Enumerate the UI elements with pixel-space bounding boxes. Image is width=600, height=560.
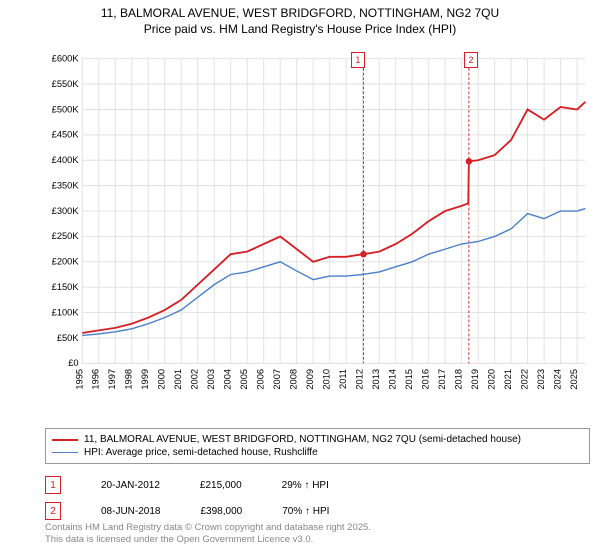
marker-date-2: 08-JUN-2018 bbox=[101, 506, 160, 517]
footer-line2: This data is licensed under the Open Gov… bbox=[45, 534, 313, 545]
marker-table: 1 20-JAN-2012 £215,000 29% ↑ HPI 2 08-JU… bbox=[45, 472, 590, 524]
svg-text:1995: 1995 bbox=[74, 369, 84, 390]
svg-text:£200K: £200K bbox=[52, 257, 80, 267]
svg-text:2011: 2011 bbox=[338, 369, 348, 389]
chart-svg: £0 £50K £100K £150K £200K £250K £300K £350K £400… bbox=[45, 46, 590, 418]
svg-text:£250K: £250K bbox=[52, 231, 80, 241]
svg-text:£450K: £450K bbox=[52, 130, 80, 140]
svg-text:1998: 1998 bbox=[124, 369, 134, 390]
footer-line1: Contains HM Land Registry data © Crown c… bbox=[45, 522, 371, 533]
svg-text:£350K: £350K bbox=[52, 180, 80, 190]
chart-marker-badge-1: 1 bbox=[351, 52, 365, 68]
svg-text:2018: 2018 bbox=[454, 369, 464, 390]
marker-date-1: 20-JAN-2012 bbox=[101, 480, 160, 491]
marker-delta-2: 70% ↑ HPI bbox=[282, 506, 329, 517]
legend-swatch-property bbox=[52, 439, 78, 441]
svg-text:2006: 2006 bbox=[256, 369, 266, 390]
svg-text:£100K: £100K bbox=[52, 307, 80, 317]
marker-badge-1: 1 bbox=[45, 476, 61, 494]
svg-text:£0: £0 bbox=[68, 358, 78, 368]
svg-text:2024: 2024 bbox=[553, 369, 563, 390]
svg-text:2021: 2021 bbox=[503, 369, 513, 390]
svg-text:2005: 2005 bbox=[239, 369, 249, 390]
title-line1: 11, BALMORAL AVENUE, WEST BRIDGFORD, NOT… bbox=[101, 6, 499, 20]
svg-text:£600K: £600K bbox=[52, 54, 80, 64]
legend-item-hpi: HPI: Average price, semi-detached house,… bbox=[52, 446, 583, 459]
marker-row-2: 2 08-JUN-2018 £398,000 70% ↑ HPI bbox=[45, 498, 590, 524]
legend-item-property: 11, BALMORAL AVENUE, WEST BRIDGFORD, NOT… bbox=[52, 433, 583, 446]
svg-text:2009: 2009 bbox=[305, 369, 315, 390]
svg-text:1997: 1997 bbox=[107, 369, 117, 390]
svg-text:2013: 2013 bbox=[371, 369, 381, 390]
legend-label-hpi: HPI: Average price, semi-detached house,… bbox=[84, 447, 318, 458]
svg-text:2025: 2025 bbox=[569, 369, 579, 390]
svg-text:2012: 2012 bbox=[355, 369, 365, 390]
svg-text:2019: 2019 bbox=[470, 369, 480, 390]
marker-badge-2: 2 bbox=[45, 502, 61, 520]
svg-text:£400K: £400K bbox=[52, 155, 80, 165]
svg-text:2002: 2002 bbox=[190, 369, 200, 390]
marker-price-2: £398,000 bbox=[200, 506, 242, 517]
svg-text:2017: 2017 bbox=[437, 369, 447, 390]
marker-delta-1: 29% ↑ HPI bbox=[282, 480, 329, 491]
svg-text:2022: 2022 bbox=[520, 369, 530, 390]
legend-label-property: 11, BALMORAL AVENUE, WEST BRIDGFORD, NOT… bbox=[84, 434, 521, 445]
marker-price-1: £215,000 bbox=[200, 480, 242, 491]
svg-text:2014: 2014 bbox=[388, 369, 398, 390]
legend: 11, BALMORAL AVENUE, WEST BRIDGFORD, NOT… bbox=[45, 428, 590, 464]
svg-text:£150K: £150K bbox=[52, 282, 80, 292]
svg-text:2007: 2007 bbox=[272, 369, 282, 390]
svg-text:2016: 2016 bbox=[421, 369, 431, 390]
svg-text:2003: 2003 bbox=[206, 369, 216, 390]
svg-text:£550K: £550K bbox=[52, 79, 80, 89]
svg-text:1996: 1996 bbox=[91, 369, 101, 390]
svg-text:2008: 2008 bbox=[289, 369, 299, 390]
marker-row-1: 1 20-JAN-2012 £215,000 29% ↑ HPI bbox=[45, 472, 590, 498]
svg-text:2023: 2023 bbox=[536, 369, 546, 390]
svg-text:£500K: £500K bbox=[52, 104, 80, 114]
svg-text:2004: 2004 bbox=[223, 369, 233, 390]
svg-text:2001: 2001 bbox=[173, 369, 183, 390]
svg-text:2010: 2010 bbox=[322, 369, 332, 390]
svg-text:2020: 2020 bbox=[487, 369, 497, 390]
chart: £0 £50K £100K £150K £200K £250K £300K £350K £400… bbox=[45, 46, 590, 418]
svg-text:1999: 1999 bbox=[140, 369, 150, 390]
svg-text:£50K: £50K bbox=[57, 333, 80, 343]
legend-swatch-hpi bbox=[52, 452, 78, 453]
title-line2: Price paid vs. HM Land Registry's House … bbox=[144, 22, 456, 36]
svg-text:£300K: £300K bbox=[52, 206, 80, 216]
svg-text:2000: 2000 bbox=[157, 369, 167, 390]
footer: Contains HM Land Registry data © Crown c… bbox=[45, 522, 371, 546]
svg-text:2015: 2015 bbox=[404, 369, 414, 390]
chart-marker-badge-2: 2 bbox=[464, 52, 478, 68]
chart-title: 11, BALMORAL AVENUE, WEST BRIDGFORD, NOT… bbox=[0, 0, 600, 37]
